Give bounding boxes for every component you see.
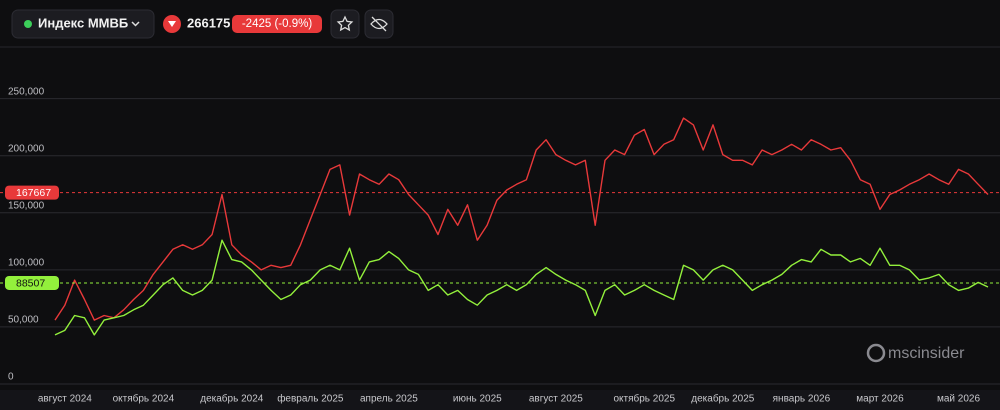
favorite-button[interactable] — [330, 9, 360, 39]
x-tick-label: декабрь 2024 — [200, 393, 264, 405]
watermark: mscinsider — [888, 345, 965, 362]
y-tick-label: 100,000 — [8, 258, 45, 269]
x-tick-label: февраль 2025 — [277, 393, 344, 405]
x-tick-label: октябрь 2024 — [113, 393, 175, 405]
down-arrow — [168, 21, 176, 27]
status-dot — [24, 20, 32, 28]
eye-slash — [371, 16, 387, 32]
series-line — [54, 117, 989, 321]
star-icon — [336, 15, 354, 32]
reference-label: 88507 — [16, 277, 45, 289]
x-tick-label: октябрь 2025 — [613, 393, 675, 405]
instrument-selector[interactable] — [11, 9, 155, 39]
x-tick-label: июнь 2025 — [453, 394, 502, 405]
reference-label: 167667 — [16, 187, 51, 199]
watermark-logo — [866, 343, 886, 363]
price: 266175 — [187, 15, 230, 30]
x-tick-label: апрель 2025 — [360, 394, 418, 405]
y-tick-label: 0 — [8, 372, 14, 383]
x-tick-label: декабрь 2025 — [691, 393, 755, 405]
change-pill — [232, 15, 322, 33]
series-line — [54, 239, 989, 336]
x-tick-label: август 2024 — [38, 394, 92, 405]
y-tick-label: 200,000 — [8, 143, 45, 154]
x-axis-band — [0, 390, 1000, 410]
y-tick-label: 150,000 — [8, 200, 45, 211]
y-tick-label: 50,000 — [8, 315, 39, 326]
x-tick-label: январь 2026 — [773, 394, 831, 405]
chevron — [131, 21, 140, 27]
reference-pill — [5, 275, 59, 290]
y-tick-label: 250,000 — [8, 86, 45, 97]
reference-pill — [5, 185, 59, 200]
x-tick-label: август 2025 — [529, 394, 583, 405]
x-tick-label: май 2026 — [937, 394, 980, 405]
instrument-name: Индекс ММВБ — [38, 15, 128, 30]
change: -2425 (-0.9%) — [242, 18, 312, 30]
x-tick-label: март 2026 — [856, 394, 904, 405]
